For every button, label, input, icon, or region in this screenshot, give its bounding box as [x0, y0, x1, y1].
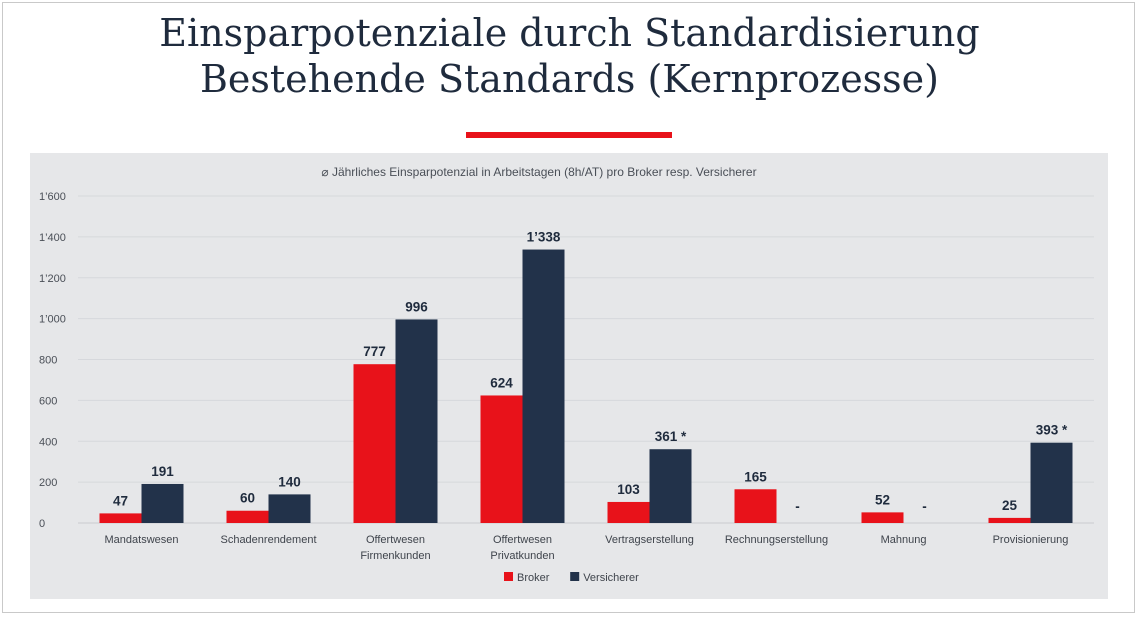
- data-label-broker: 103: [617, 482, 640, 497]
- x-tick-label: Vertragserstellung: [605, 534, 694, 546]
- y-axis: 0 200 400 600 800 1’000 1’200 1’400 1’600: [39, 191, 66, 530]
- legend-label-broker: Broker: [517, 572, 550, 584]
- data-label-versicherer: 361 *: [655, 429, 687, 444]
- data-label-versicherer: 140: [278, 474, 301, 489]
- y-tick-label: 1’400: [39, 232, 66, 244]
- bar-broker: [734, 489, 777, 523]
- chart-title: ⌀ Jährliches Einsparpotenzial in Arbeits…: [321, 165, 756, 179]
- data-label-versicherer: 1’338: [527, 230, 561, 245]
- data-label-versicherer: 393 *: [1036, 423, 1068, 438]
- y-tick-label: 600: [39, 395, 57, 407]
- x-tick-label: Rechnungserstellung: [725, 534, 828, 546]
- bar-versicherer: [1030, 442, 1073, 523]
- bar-versicherer: [141, 483, 184, 523]
- y-tick-label: 1’600: [39, 191, 66, 203]
- bar-broker: [480, 395, 523, 523]
- y-tick-label: 400: [39, 436, 57, 448]
- x-axis: Mandatswesen Schadenrendement Offertwesen F…: [105, 534, 1069, 562]
- y-tick-label: 800: [39, 355, 57, 367]
- data-label-versicherer: -: [922, 499, 927, 514]
- slide-title: Einsparpotenziale durch Standardisierung…: [0, 10, 1139, 102]
- bar-versicherer: [649, 449, 692, 523]
- bar-broker: [861, 512, 904, 523]
- x-tick-label: Mahnung: [881, 534, 927, 546]
- bar-chart: ⌀ Jährliches Einsparpotenzial in Arbeits…: [39, 165, 1094, 584]
- y-tick-label: 0: [39, 518, 45, 530]
- x-tick-label: Privatkunden: [490, 550, 554, 562]
- x-tick-label: Firmenkunden: [360, 550, 430, 562]
- legend-label-versicherer: Versicherer: [583, 572, 639, 584]
- data-label-broker: 165: [744, 469, 767, 484]
- y-tick-label: 1’000: [39, 314, 66, 326]
- legend: Broker Versicherer: [504, 572, 639, 584]
- x-tick-label: Schadenrendement: [220, 534, 316, 546]
- bars: [99, 249, 1073, 523]
- bar-versicherer: [268, 494, 311, 523]
- bar-broker: [226, 510, 269, 523]
- data-label-broker: 624: [490, 375, 513, 390]
- bar-broker: [353, 364, 396, 523]
- chart-panel: ⌀ Jährliches Einsparpotenzial in Arbeits…: [30, 153, 1108, 599]
- title-line-2: Bestehende Standards (Kernprozesse): [200, 57, 939, 101]
- x-tick-label: Offertwesen: [493, 534, 552, 546]
- bar-versicherer: [395, 319, 438, 523]
- x-tick-label: Provisionierung: [993, 534, 1069, 546]
- data-label-versicherer: 996: [405, 299, 428, 314]
- data-label-broker: 777: [363, 344, 386, 359]
- legend-swatch-broker: [504, 572, 513, 581]
- data-label-broker: 52: [875, 492, 890, 507]
- bar-broker: [988, 517, 1031, 523]
- bar-versicherer: [522, 249, 565, 523]
- bar-broker: [99, 513, 142, 523]
- title-line-1: Einsparpotenziale durch Standardisierung: [159, 11, 980, 55]
- x-tick-label: Mandatswesen: [105, 534, 179, 546]
- data-label-broker: 25: [1002, 498, 1018, 513]
- data-label-broker: 47: [113, 493, 128, 508]
- y-tick-label: 1’200: [39, 273, 66, 285]
- y-tick-label: 200: [39, 477, 57, 489]
- gridlines: [78, 195, 1094, 524]
- data-label-versicherer: -: [795, 499, 800, 514]
- data-label-broker: 60: [240, 491, 255, 506]
- legend-swatch-versicherer: [570, 572, 580, 581]
- title-accent-bar: [466, 132, 672, 138]
- bar-broker: [607, 501, 650, 523]
- data-labels: 47 191 60 140 777 996 624 1’338 103 361 * 165 - 52 - 2…: [113, 230, 1068, 514]
- x-tick-label: Offertwesen: [366, 534, 425, 546]
- data-label-versicherer: 191: [151, 464, 174, 479]
